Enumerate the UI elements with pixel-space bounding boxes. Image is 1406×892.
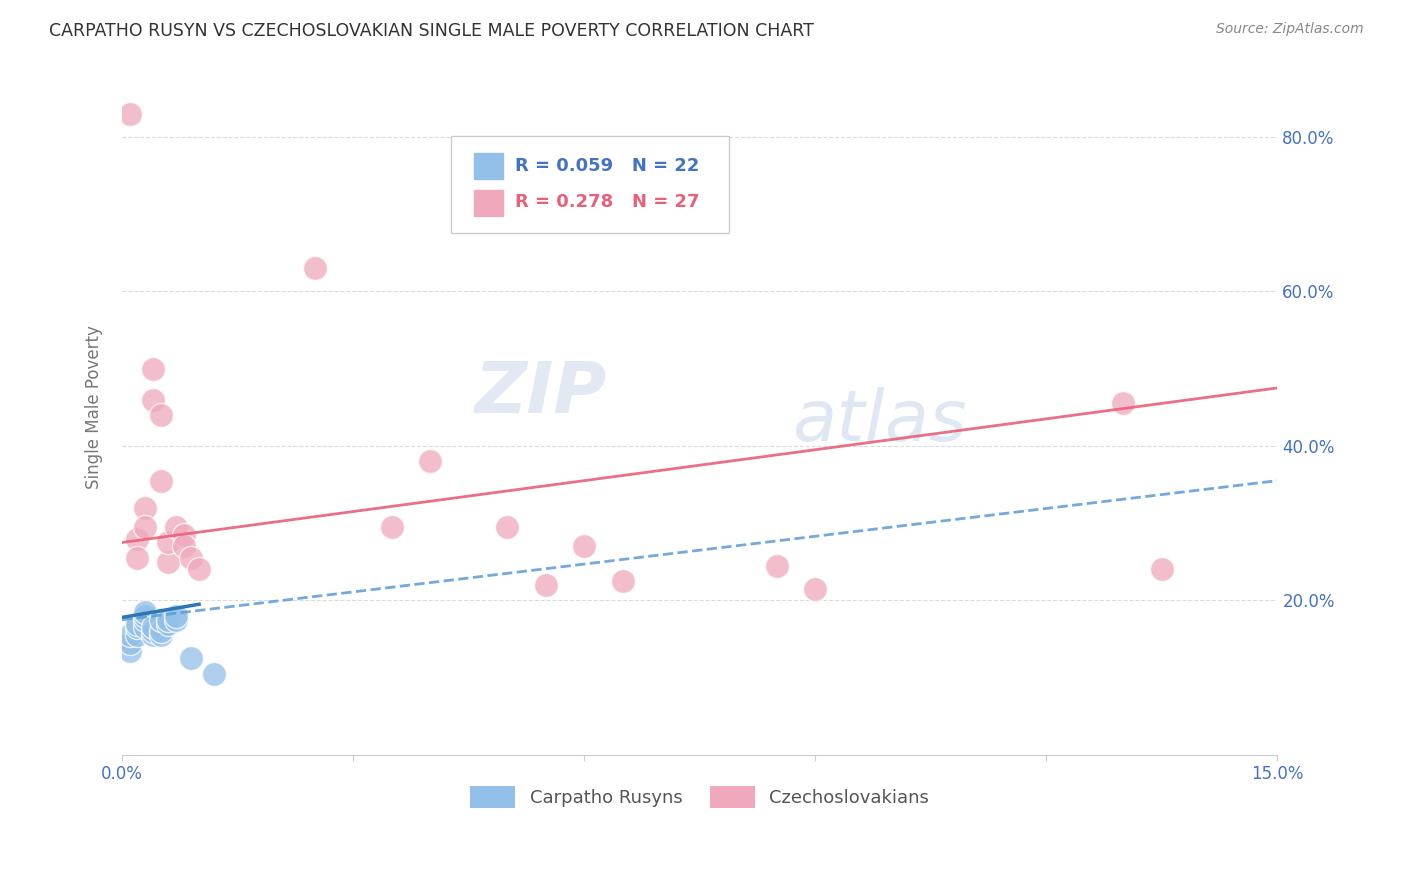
Point	[134, 613, 156, 627]
Point	[134, 500, 156, 515]
Point	[1112, 396, 1135, 410]
Text: CARPATHO RUSYN VS CZECHOSLOVAKIAN SINGLE MALE POVERTY CORRELATION CHART: CARPATHO RUSYN VS CZECHOSLOVAKIAN SINGLE…	[49, 22, 814, 40]
Point	[180, 550, 202, 565]
Text: R = 0.059   N = 22: R = 0.059 N = 22	[515, 157, 699, 175]
Point	[165, 608, 187, 623]
Point	[419, 454, 441, 468]
Point	[804, 582, 827, 596]
Point	[496, 520, 519, 534]
Point	[157, 616, 180, 631]
Point	[149, 474, 172, 488]
Point	[134, 620, 156, 634]
Y-axis label: Single Male Poverty: Single Male Poverty	[86, 326, 103, 489]
Point	[612, 574, 634, 588]
Point	[142, 620, 165, 634]
Point	[149, 613, 172, 627]
Point	[149, 408, 172, 422]
Point	[204, 666, 226, 681]
Point	[173, 527, 195, 541]
Point	[188, 562, 211, 576]
Point	[157, 555, 180, 569]
Point	[149, 624, 172, 639]
Point	[534, 578, 557, 592]
Point	[127, 628, 149, 642]
Point	[142, 392, 165, 407]
Legend: Carpatho Rusyns, Czechoslovakians: Carpatho Rusyns, Czechoslovakians	[463, 779, 936, 815]
Point	[127, 550, 149, 565]
Text: atlas: atlas	[792, 386, 967, 456]
Point	[134, 520, 156, 534]
Point	[180, 651, 202, 665]
Point	[134, 608, 156, 623]
Point	[173, 539, 195, 553]
Point	[118, 636, 141, 650]
Point	[118, 106, 141, 120]
Point	[127, 620, 149, 634]
Point	[304, 261, 326, 276]
Point	[1150, 562, 1173, 576]
Point	[127, 532, 149, 546]
Point	[134, 605, 156, 619]
Point	[149, 628, 172, 642]
Point	[118, 643, 141, 657]
Point	[572, 539, 595, 553]
Point	[142, 361, 165, 376]
FancyBboxPatch shape	[451, 136, 728, 234]
Point	[157, 535, 180, 549]
Point	[127, 616, 149, 631]
Point	[118, 628, 141, 642]
Point	[765, 558, 787, 573]
Point	[165, 613, 187, 627]
Text: ZIP: ZIP	[475, 359, 607, 428]
Bar	[474, 153, 503, 179]
Text: Source: ZipAtlas.com: Source: ZipAtlas.com	[1216, 22, 1364, 37]
Point	[157, 613, 180, 627]
Point	[142, 628, 165, 642]
Bar	[474, 190, 503, 216]
Point	[381, 520, 404, 534]
Point	[142, 624, 165, 639]
Point	[165, 520, 187, 534]
Text: R = 0.278   N = 27: R = 0.278 N = 27	[515, 194, 699, 211]
